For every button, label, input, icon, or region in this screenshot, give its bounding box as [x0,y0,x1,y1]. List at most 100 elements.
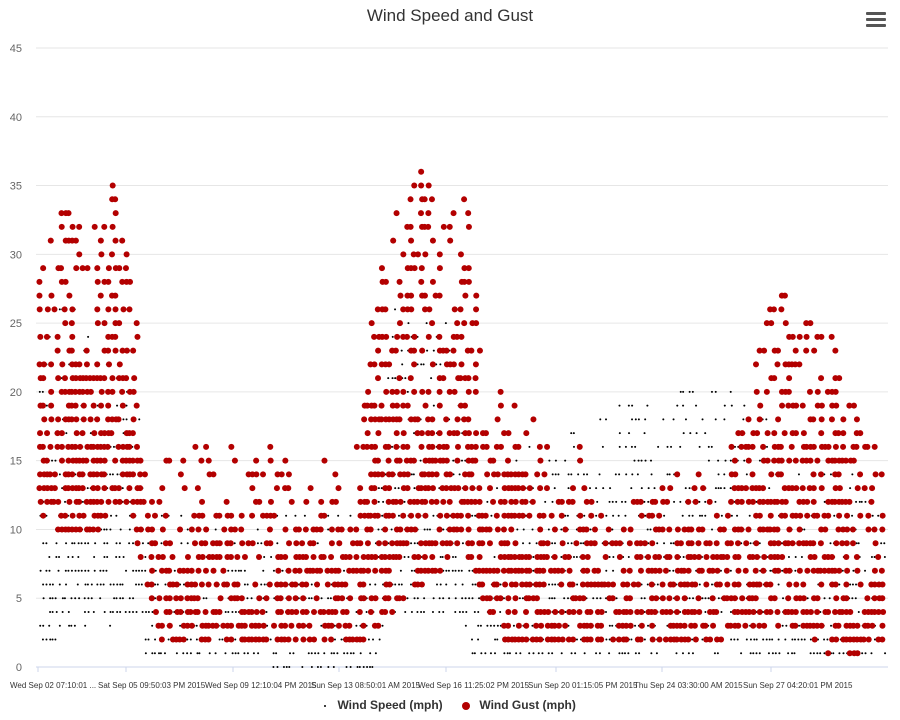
data-point [394,308,397,311]
data-point [41,416,48,423]
data-point [677,540,684,547]
data-point [618,445,621,448]
data-point [447,471,454,478]
data-point [109,182,116,189]
data-point [689,432,692,435]
data-point [409,583,412,586]
data-point [272,666,275,668]
data-point [835,622,842,629]
data-point [154,569,157,572]
data-point [47,443,54,450]
data-point [760,526,767,533]
data-point [378,416,385,423]
data-point [411,265,418,272]
data-point [468,347,475,354]
data-point [575,555,578,558]
data-point [404,443,411,450]
data-point [256,636,263,643]
data-point [499,610,502,613]
data-point [624,581,631,588]
data-point [119,278,126,285]
data-point [704,597,707,600]
data-point [755,652,758,655]
data-point [727,540,734,547]
data-point [528,542,531,545]
data-point [364,430,371,437]
data-point [364,540,371,547]
x-tick-label: Wed Sep 16 11:25:02 PM 2015 [418,681,529,690]
data-point [346,622,353,629]
data-point [870,555,873,558]
data-point [90,597,93,600]
data-point [121,597,124,600]
data-point [553,487,556,490]
data-point [608,555,611,558]
data-point [616,540,623,547]
data-point [570,542,573,545]
data-point [781,624,784,627]
data-point [649,512,656,519]
data-point [560,555,563,558]
data-point [311,636,318,643]
data-point [730,404,733,407]
data-point [58,443,65,450]
data-point [618,404,621,407]
data-point [238,512,245,519]
data-point [39,569,42,572]
data-point [316,542,319,545]
hamburger-menu-icon[interactable] [866,12,886,28]
data-point [775,540,782,547]
data-point [54,430,61,437]
data-point [400,349,403,352]
data-point [307,652,310,655]
data-point [864,569,867,572]
data-point [425,322,428,325]
data-point [823,597,826,600]
data-point [734,540,741,547]
data-point [782,498,789,505]
data-point [406,597,409,600]
data-point [385,498,392,505]
legend-item-wind-gust[interactable]: Wind Gust (mph) [462,698,576,712]
data-point [630,487,633,490]
data-point [90,402,97,409]
data-point [797,473,800,476]
data-point [378,265,385,272]
data-point [416,610,419,613]
data-point [846,498,853,505]
data-point [598,608,605,615]
data-point [457,251,464,258]
data-point [770,306,777,313]
data-point [443,457,450,464]
data-point [502,581,509,588]
data-point [389,540,396,547]
data-point [105,306,112,313]
data-point [832,485,839,492]
data-point [729,390,732,393]
data-point [387,377,390,380]
data-point [644,418,647,421]
data-point [62,278,69,285]
y-tick-label: 20 [10,387,22,399]
data-point [502,597,505,600]
data-point [228,512,235,519]
data-point [109,624,112,627]
data-point [425,223,432,230]
data-point [855,542,858,545]
data-point [707,445,710,448]
data-point [484,652,487,655]
data-point [493,555,496,558]
data-point [371,361,378,368]
data-point [745,416,752,423]
data-point [51,583,54,586]
data-point [76,251,83,258]
legend-item-wind-speed[interactable]: Wind Speed (mph) [324,698,443,712]
data-point [422,306,429,313]
data-point [771,375,778,382]
data-point [442,528,445,531]
data-point [59,361,66,368]
data-point [519,581,526,588]
data-point [252,652,255,655]
data-point [825,608,832,615]
